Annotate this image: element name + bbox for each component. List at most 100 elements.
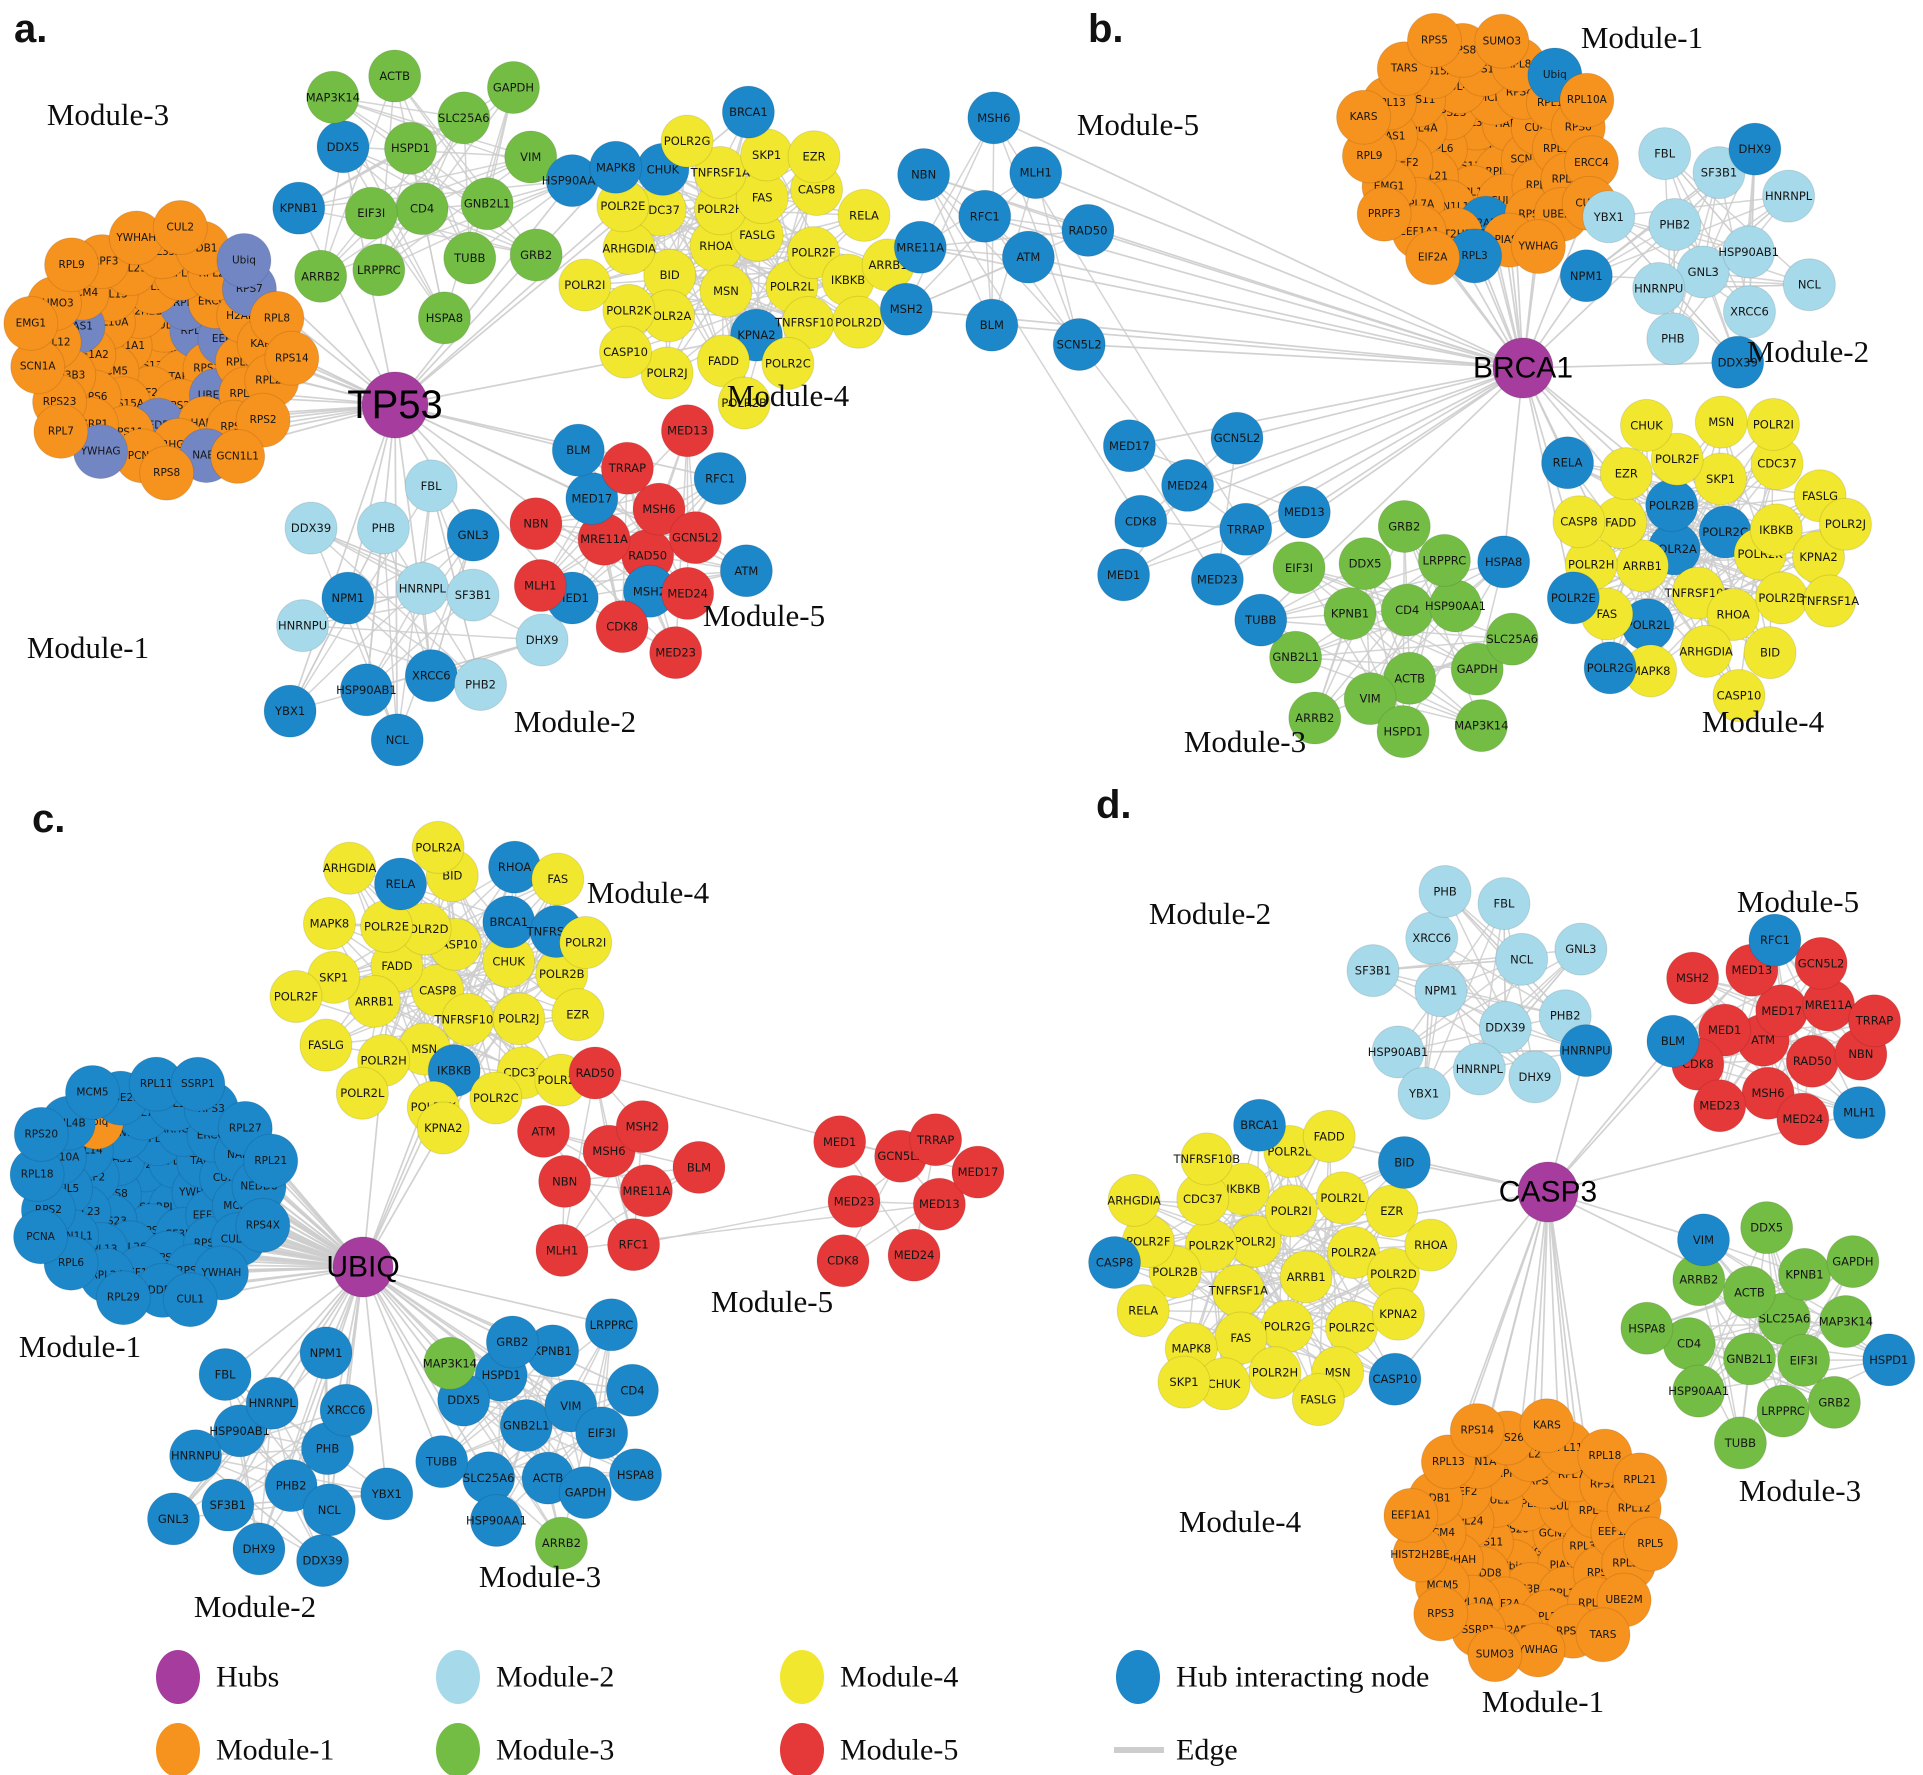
gene-node-RAD50	[1061, 203, 1115, 257]
gene-node-label: BLM	[980, 318, 1004, 332]
gene-node-GRB2	[509, 228, 563, 282]
gene-node-label: MLH1	[524, 579, 556, 593]
gene-node-label: CD4	[410, 202, 434, 216]
gene-node-FBL	[404, 459, 458, 513]
gene-node-label: RPS14	[1460, 1425, 1494, 1437]
gene-node-label: FADD	[1605, 516, 1636, 530]
panel-a-nodes: CUL4BRPS13CUL1TARSEEF1A1RPL11EIF2AHIST2H…	[3, 49, 915, 767]
gene-node-label: KPNA2	[1379, 1307, 1417, 1321]
gene-node-MED13	[1277, 485, 1331, 539]
gene-node-label: KPNA2	[1799, 550, 1837, 564]
edge	[378, 75, 396, 270]
gene-node-label: NPM1	[1570, 269, 1603, 283]
gene-node-label: CDK8	[1125, 514, 1157, 528]
gene-node-NPM1	[1559, 249, 1613, 303]
gene-node-MLH1	[1009, 146, 1063, 200]
gene-node-label: RELA	[1128, 1304, 1158, 1318]
gene-node-label: TRRAP	[1855, 1014, 1893, 1028]
hub-node-TP53	[361, 371, 429, 439]
gene-node-label: MRE11A	[623, 1184, 671, 1198]
gene-node-label: POLR2I	[1271, 1204, 1312, 1218]
hub-edge	[289, 404, 396, 712]
gene-node-label: UBE2M	[1605, 1594, 1642, 1606]
gene-node-MSH6	[632, 482, 686, 536]
gene-node-label: POLR2D	[1758, 591, 1805, 605]
gene-node-label: POLR2L	[1626, 618, 1671, 632]
gene-node-KPNB1	[1323, 587, 1377, 641]
hub-node-BRCA1	[1492, 337, 1554, 399]
gene-node-label: MED17	[958, 1165, 999, 1179]
gene-node-label: SLC25A6	[438, 111, 490, 125]
gene-node-label: HSPD1	[391, 141, 430, 155]
gene-node-label: EZR	[1615, 467, 1638, 481]
gene-node-label: MSH6	[592, 1144, 625, 1158]
hub-edge	[394, 180, 573, 406]
hub-label-UBIQ: UBIQ	[326, 1251, 399, 1284]
gene-node-label: FASLG	[1300, 1393, 1336, 1407]
gene-node-label: PHB2	[1659, 217, 1690, 231]
gene-node-label: RPS23	[43, 396, 77, 408]
edge	[394, 75, 488, 205]
module-label-a-module-2: Module-2	[514, 704, 636, 739]
gene-node-label: RFC1	[970, 209, 1000, 223]
hub-edge	[347, 404, 396, 599]
gene-node-label: MSH6	[642, 502, 675, 516]
gene-node-label: HNRNPL	[399, 581, 447, 595]
gene-node-label: SCN1A	[20, 361, 57, 373]
gene-node-label: GRB2	[520, 248, 552, 262]
gene-node-TRRAP	[1219, 502, 1273, 556]
gene-node-label: EZR	[802, 150, 825, 164]
gene-node-label: MAPK8	[1631, 664, 1671, 678]
gene-node-label: RPL11	[140, 1078, 173, 1090]
hub-edge	[1522, 367, 1675, 550]
gene-node-label: MSN	[1708, 415, 1734, 429]
gene-node-label: CASP10	[1717, 689, 1762, 703]
gene-node-label: MLH1	[1020, 166, 1052, 180]
gene-node-label: IKBKB	[1226, 1182, 1260, 1196]
gene-node-HSPD1	[1376, 705, 1430, 759]
gene-node-RPS8	[139, 445, 195, 501]
gene-node-EIF3I	[1272, 541, 1326, 595]
gene-node-label: MED23	[655, 646, 696, 660]
gene-node-label: TUBB	[1244, 613, 1276, 627]
gene-node-label: POLR2K	[1189, 1239, 1235, 1253]
gene-node-label: IKBKB	[1759, 523, 1793, 537]
gene-node-label: LRPPRC	[590, 1318, 634, 1332]
gene-node-GAPDH	[1450, 642, 1504, 696]
gene-node-SUMO3	[1474, 13, 1530, 69]
gene-node-RPS14	[264, 330, 320, 386]
legend: Hubs Module-2 Module-4 Hub interacting node…	[156, 1650, 1429, 1775]
gene-node-label: ACTB	[1394, 671, 1425, 685]
gene-node-label: HSP90AA1	[1425, 599, 1486, 613]
gene-node-label: GCN1L1	[216, 450, 259, 462]
gene-node-KPNB1	[272, 181, 326, 235]
edge	[347, 597, 481, 686]
gene-node-VIM	[504, 130, 558, 184]
gene-node-GCN5L2	[1210, 411, 1264, 465]
gene-node-label: NCL	[1510, 952, 1534, 966]
module-label-a-module-3: Module-3	[47, 97, 169, 132]
gene-node-label: RAD50	[576, 1066, 615, 1080]
gene-node-label: MED24	[667, 586, 708, 600]
gene-node-label: MAPK8	[1171, 1342, 1211, 1356]
gene-node-MED13	[660, 404, 714, 458]
gene-node-label: POLR2E	[600, 199, 645, 213]
gene-node-label: POLR2B	[1152, 1265, 1198, 1279]
edge	[920, 229, 1089, 249]
hub-edge	[1079, 343, 1524, 369]
gene-node-GCN5L2	[668, 511, 722, 565]
gene-node-label: SF3B1	[210, 1498, 246, 1512]
gene-node-label: POLR2G	[1264, 1319, 1311, 1333]
gene-node-EIF3I	[344, 186, 398, 240]
legend-label-edge: Edge	[1176, 1734, 1238, 1767]
gene-node-TNFRSF1A	[693, 145, 747, 199]
edge	[1567, 462, 1726, 533]
gene-node-label: HSP90AB1	[336, 683, 397, 697]
gene-node-label: RPS4X	[246, 1219, 280, 1231]
module-label-d-module-3: Module-3	[1739, 1473, 1861, 1508]
gene-node-label: Ubiq	[1543, 69, 1567, 81]
gene-node-label: RPS8	[153, 467, 180, 479]
gene-node-label: GRB2	[1818, 1395, 1850, 1409]
gene-node-label: DHX9	[243, 1542, 276, 1556]
